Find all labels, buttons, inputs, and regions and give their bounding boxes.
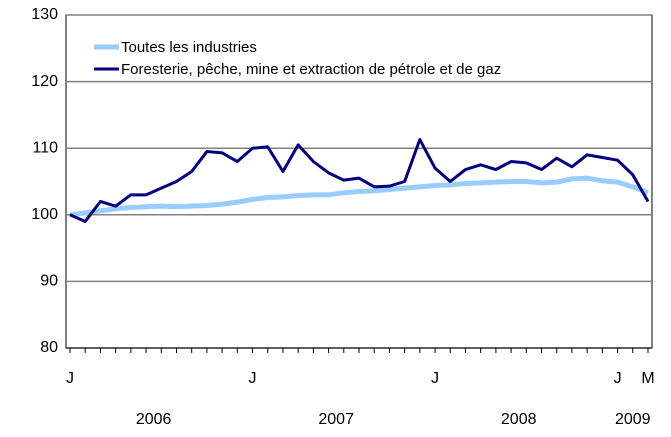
legend-label: Foresterie, pêche, mine et extraction de… [121,61,501,78]
line-series [69,175,649,218]
year-label: 2009 [615,411,651,428]
year-label: 2007 [318,411,354,428]
x-tick-label: M [641,370,654,387]
year-label: 2008 [501,411,537,428]
y-tick-label: 120 [31,73,58,90]
line-series [69,138,650,223]
x-tick-label: J [66,370,74,387]
y-tick-label: 90 [40,273,58,290]
year-label: 2006 [136,411,172,428]
x-tick-label: J [614,370,622,387]
y-tick-label: 80 [40,339,58,356]
legend-label: Toutes les industries [121,39,257,56]
x-tick-label: J [249,370,257,387]
y-tick-label: 100 [31,206,58,223]
x-tick-label: J [431,370,439,387]
y-tick-label: 130 [31,6,58,23]
y-tick-label: 110 [32,139,58,156]
